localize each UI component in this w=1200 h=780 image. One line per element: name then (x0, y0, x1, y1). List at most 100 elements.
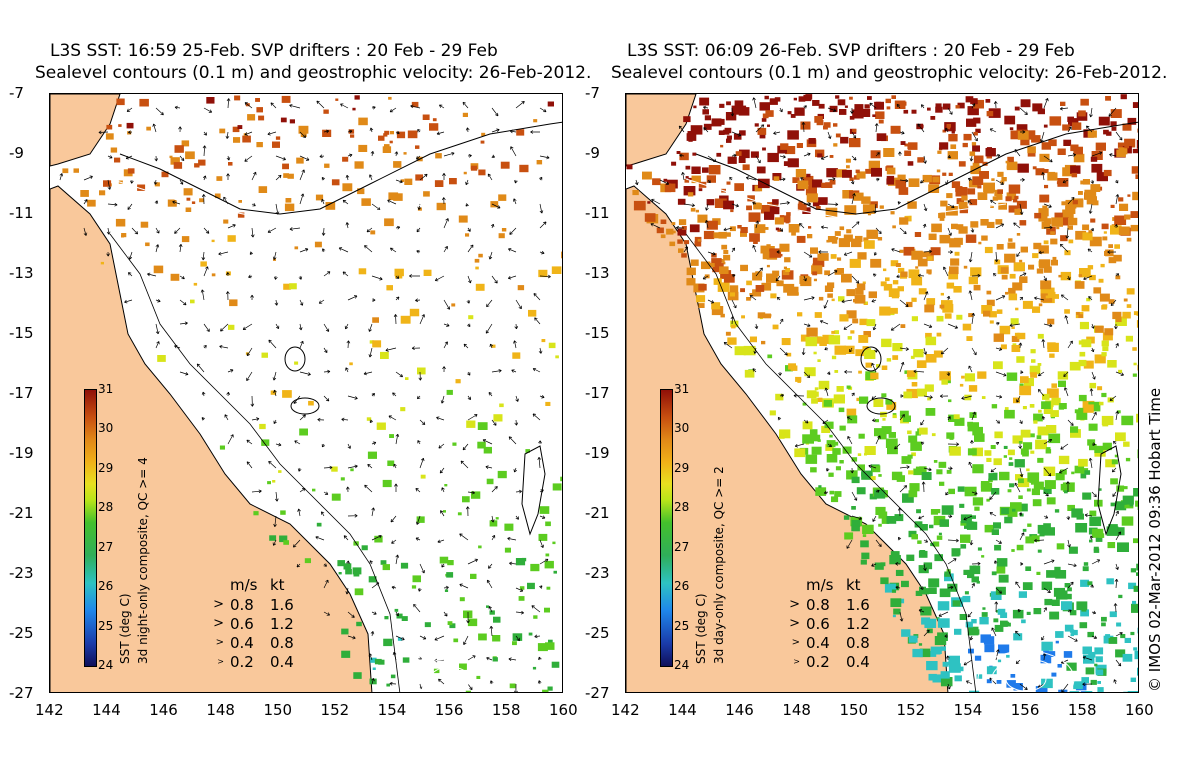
velocity-arrow (1043, 515, 1049, 519)
sst-pixel (1037, 426, 1049, 436)
velocity-arrow (1067, 563, 1077, 568)
y-tick-label: -23 (585, 564, 610, 582)
sst-pixel (956, 314, 963, 320)
velocity-arrow (395, 371, 404, 378)
sst-pixel (867, 212, 872, 216)
sst-pixel (949, 446, 961, 456)
velocity-arrow (704, 220, 709, 229)
velocity-arrow (1040, 131, 1045, 143)
legend-kt: 1.2 (846, 614, 870, 633)
velocity-arrow (323, 323, 330, 332)
sst-pixel (1032, 103, 1043, 112)
velocity-arrow (371, 393, 376, 397)
x-tick-label: 150 (839, 701, 869, 719)
velocity-arrow (1067, 581, 1074, 589)
sst-pixel (783, 161, 790, 166)
x-tick-label: 150 (263, 701, 293, 719)
velocity-arrow (947, 466, 953, 471)
velocity-arrow (439, 467, 445, 474)
sst-pixel (361, 545, 368, 551)
sst-pixel (1107, 360, 1117, 368)
velocity-arrow (226, 391, 231, 397)
sst-pixel (996, 309, 1003, 314)
sst-pixel (990, 445, 996, 449)
velocity-arrow (395, 433, 400, 445)
velocity-arrow (920, 586, 925, 591)
velocity-arrow (776, 296, 781, 301)
velocity-arrow (1043, 98, 1049, 109)
sst-pixel (915, 590, 923, 596)
sst-pixel (1097, 681, 1101, 684)
velocity-arrow (875, 489, 880, 493)
sst-pixel (352, 107, 356, 111)
velocity-arrow (486, 656, 493, 661)
sst-pixel (1072, 200, 1078, 205)
sst-pixel (850, 238, 862, 248)
sst-pixel (451, 303, 456, 307)
sst-pixel (415, 174, 423, 181)
sst-pixel (342, 183, 353, 192)
sst-pixel (984, 450, 992, 456)
sst-pixel (996, 566, 1006, 574)
sst-pixel (1080, 468, 1089, 475)
velocity-arrow (868, 464, 877, 469)
sst-pixel (829, 490, 834, 495)
sst-pixel (1064, 583, 1071, 588)
sst-pixel (1038, 208, 1049, 217)
velocity-arrow (1067, 196, 1075, 205)
right-title-line1: L3S SST: 06:09 26-Feb. SVP drifters : 20… (627, 41, 1075, 61)
sst-pixel (1039, 259, 1051, 269)
sst-pixel (545, 401, 551, 406)
legend-ms: 0.8 (806, 595, 830, 614)
velocity-arrow (1115, 410, 1120, 421)
sst-pixel (788, 363, 796, 370)
velocity-arrow (851, 491, 858, 501)
sst-pixel (971, 142, 977, 146)
sst-pixel (1089, 516, 1102, 527)
sst-pixel (1041, 581, 1053, 590)
sst-pixel (1137, 364, 1138, 371)
reef-outline (284, 346, 306, 372)
sst-pixel (1020, 448, 1029, 455)
sst-pixel (903, 246, 915, 256)
sst-pixel (1041, 142, 1051, 150)
sst-pixel (861, 472, 867, 477)
sst-pixel (729, 285, 739, 292)
velocity-arrow (533, 293, 541, 301)
sst-pixel (924, 251, 932, 257)
sst-pixel (740, 227, 748, 233)
sst-pixel (1063, 139, 1072, 146)
sst-pixel (957, 486, 965, 492)
velocity-arrow (491, 203, 501, 209)
sst-pixel (1096, 172, 1108, 182)
velocity-arrow (705, 203, 709, 211)
sst-pixel (1135, 500, 1138, 507)
velocity-arrow (1091, 491, 1097, 498)
sst-pixel (861, 196, 871, 204)
sst-pixel (1050, 259, 1058, 266)
velocity-arrow (486, 579, 493, 589)
sst-pixel (1056, 543, 1065, 550)
sst-pixel (308, 400, 314, 406)
velocity-arrow (538, 347, 543, 354)
sst-pixel (853, 192, 864, 201)
velocity-arrow (443, 341, 448, 349)
sst-pixel (835, 466, 841, 471)
sst-pixel (1132, 102, 1138, 108)
sst-pixel (462, 112, 468, 117)
sst-pixel (229, 299, 238, 307)
sst-pixel (1133, 488, 1138, 497)
sst-pixel (1046, 425, 1057, 434)
sst-pixel (810, 247, 818, 254)
sst-pixel (839, 460, 844, 464)
sst-pixel (900, 324, 906, 328)
sst-pixel (1115, 501, 1127, 511)
velocity-arrow (898, 151, 902, 157)
sst-pixel (1010, 318, 1019, 325)
sst-pixel (939, 234, 951, 244)
velocity-arrow (321, 227, 326, 236)
sst-pixel (908, 435, 918, 443)
velocity-arrow (83, 175, 93, 181)
sst-pixel (996, 680, 1002, 684)
sst-pixel (892, 413, 897, 416)
